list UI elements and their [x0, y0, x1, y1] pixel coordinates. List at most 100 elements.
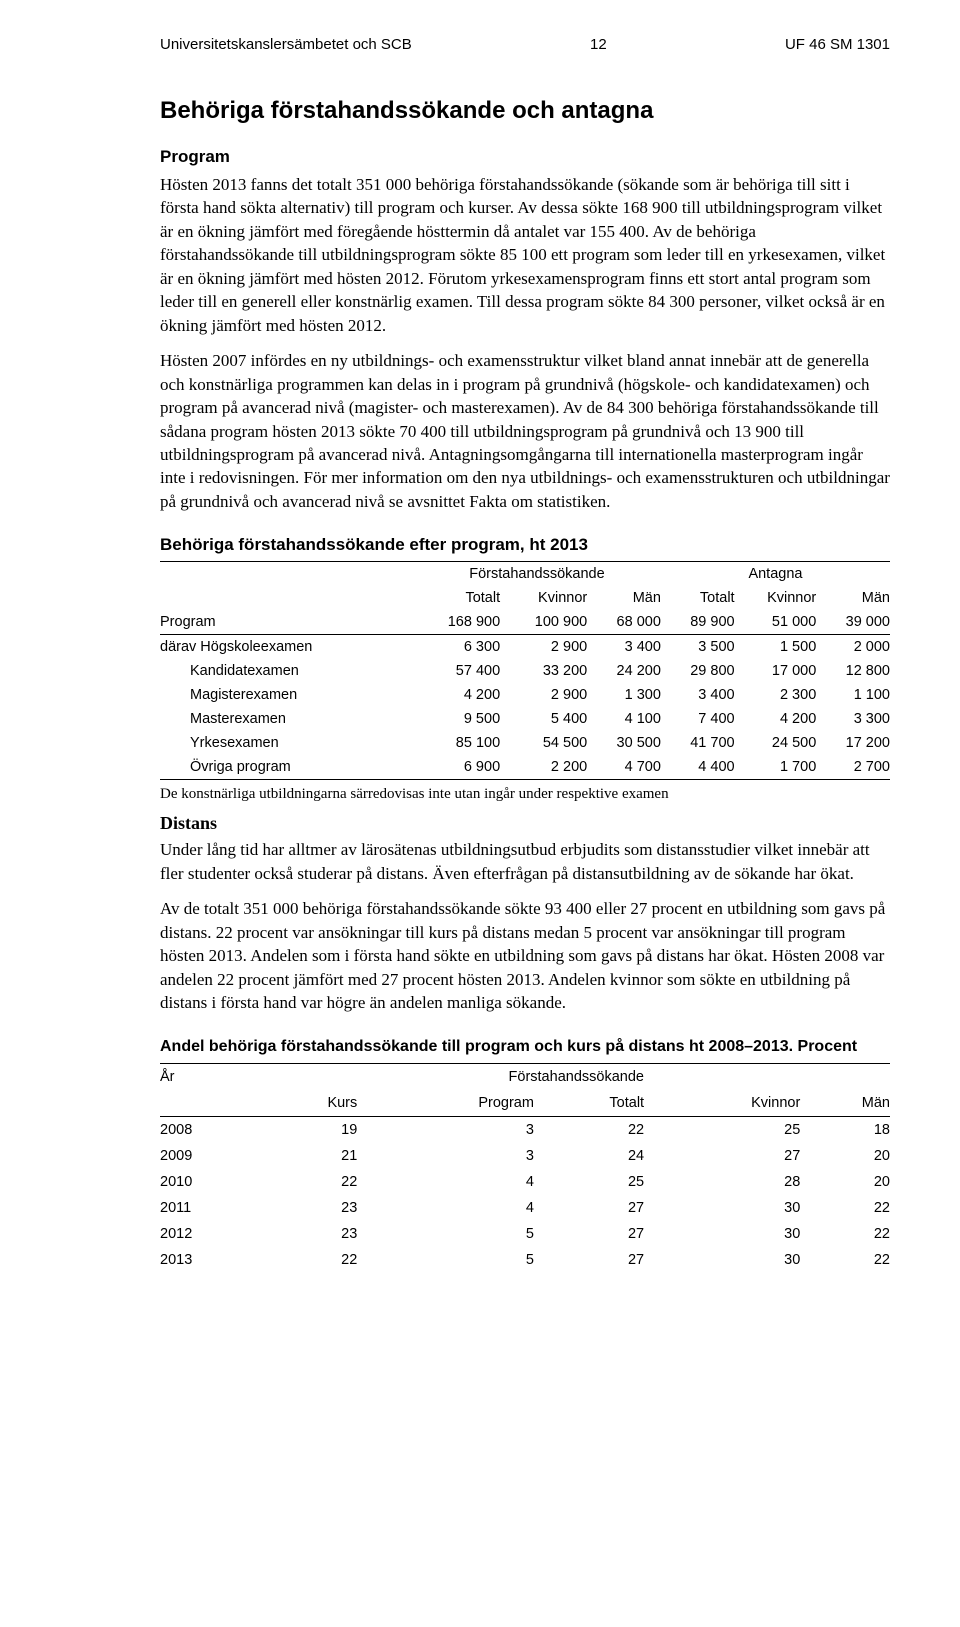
table2-head-left: År [160, 1063, 263, 1090]
table1-cell: 17 000 [735, 659, 817, 683]
table1-cell: 5 400 [500, 707, 587, 731]
table-program: Förstahandssökande Antagna TotaltKvinnor… [160, 561, 890, 780]
table1-cell: 2 900 [500, 635, 587, 660]
table2-cell: 27 [534, 1247, 644, 1273]
table1-cell: Yrkesexamen [160, 731, 413, 755]
table1-cell: 2 300 [735, 683, 817, 707]
table1-cell: 100 900 [500, 610, 587, 635]
table1-cell: 2 200 [500, 755, 587, 780]
table2-cell: 20 [800, 1143, 890, 1169]
table2-cell: 21 [263, 1143, 358, 1169]
table1-cell: 4 200 [735, 707, 817, 731]
table2-cell: 2011 [160, 1195, 263, 1221]
page-title: Behöriga förstahandssökande och antagna [160, 97, 890, 125]
table1-cell: 1 300 [587, 683, 661, 707]
table-row: 2009213242720 [160, 1143, 890, 1169]
section-program: Program [160, 147, 890, 167]
table1-cell: 41 700 [661, 731, 735, 755]
table1-col [160, 586, 413, 610]
table1-cell: 39 000 [816, 610, 890, 635]
table-row: därav Högskoleexamen6 3002 9003 4003 500… [160, 635, 890, 660]
table2-cell: 24 [534, 1143, 644, 1169]
table1-cell: 24 500 [735, 731, 817, 755]
table2-cell: 23 [263, 1221, 358, 1247]
table1-cell: 30 500 [587, 731, 661, 755]
table-row: Yrkesexamen85 10054 50030 50041 70024 50… [160, 731, 890, 755]
table2-col [160, 1090, 263, 1117]
table1-cell: 51 000 [735, 610, 817, 635]
table1-cell: 2 900 [500, 683, 587, 707]
table1-cell: 1 100 [816, 683, 890, 707]
table-row: 2008193222518 [160, 1116, 890, 1143]
table1-note: De konstnärliga utbildningarna särredovi… [160, 786, 890, 803]
table2-cell: 30 [644, 1195, 800, 1221]
table1-cell: 12 800 [816, 659, 890, 683]
table1-cell: 29 800 [661, 659, 735, 683]
table1-group2: Antagna [661, 562, 890, 587]
table1-cell: 24 200 [587, 659, 661, 683]
table1-cell: 1 700 [735, 755, 817, 780]
table-row: 2010224252820 [160, 1169, 890, 1195]
table2-cell: 2012 [160, 1221, 263, 1247]
table-row: 2012235273022 [160, 1221, 890, 1247]
table2-cell: 25 [644, 1116, 800, 1143]
table2-cell: 2010 [160, 1169, 263, 1195]
table1-cell: 33 200 [500, 659, 587, 683]
paragraph-4: Av de totalt 351 000 behöriga förstahand… [160, 897, 890, 1014]
table1-col: Män [587, 586, 661, 610]
table-row: Magisterexamen4 2002 9001 3003 4002 3001… [160, 683, 890, 707]
table2-cell: 22 [800, 1247, 890, 1273]
table2-cell: 22 [263, 1247, 358, 1273]
table1-col: Kvinnor [500, 586, 587, 610]
table1-cell: 85 100 [413, 731, 500, 755]
table1-col: Kvinnor [735, 586, 817, 610]
table1-cell: 1 500 [735, 635, 817, 660]
table2-cell: 19 [263, 1116, 358, 1143]
table2-cell: 3 [357, 1116, 534, 1143]
table2-col: Kurs [263, 1090, 358, 1117]
table1-title: Behöriga förstahandssökande efter progra… [160, 535, 890, 555]
table2-cell: 27 [534, 1195, 644, 1221]
table1-cell: 17 200 [816, 731, 890, 755]
table2-cell: 3 [357, 1143, 534, 1169]
table1-cell: 7 400 [661, 707, 735, 731]
table2-cell: 23 [263, 1195, 358, 1221]
paragraph-3: Under lång tid har alltmer av lärosätena… [160, 838, 890, 885]
table1-cell: 2 700 [816, 755, 890, 780]
table2-col: Program [357, 1090, 534, 1117]
table2-cell: 27 [534, 1221, 644, 1247]
table1-cell: Magisterexamen [160, 683, 413, 707]
section-distans: Distans [160, 813, 890, 834]
table2-cell: 2013 [160, 1247, 263, 1273]
table1-cell: 4 200 [413, 683, 500, 707]
table1-cell: 3 400 [661, 683, 735, 707]
table1-cell: 4 100 [587, 707, 661, 731]
table1-cell: 9 500 [413, 707, 500, 731]
table2-cell: 22 [800, 1195, 890, 1221]
table2-cell: 25 [534, 1169, 644, 1195]
paragraph-2: Hösten 2007 infördes en ny utbildnings- … [160, 349, 890, 513]
running-header: Universitetskanslersämbetet och SCB 12 U… [160, 36, 890, 53]
runhead-center: 12 [590, 36, 607, 53]
table2-cell: 30 [644, 1247, 800, 1273]
table2-cell: 18 [800, 1116, 890, 1143]
runhead-left: Universitetskanslersämbetet och SCB [160, 36, 412, 53]
runhead-right: UF 46 SM 1301 [785, 36, 890, 53]
table2-cell: 5 [357, 1247, 534, 1273]
table1-col: Totalt [413, 586, 500, 610]
table1-cell: Övriga program [160, 755, 413, 780]
table1-cell: 54 500 [500, 731, 587, 755]
table1-cell: 6 300 [413, 635, 500, 660]
table2-cell: 2009 [160, 1143, 263, 1169]
table2-cell: 30 [644, 1221, 800, 1247]
table1-cell: 3 500 [661, 635, 735, 660]
table-row: Masterexamen9 5005 4004 1007 4004 2003 3… [160, 707, 890, 731]
table1-cell: 168 900 [413, 610, 500, 635]
table2-cell: 4 [357, 1195, 534, 1221]
table-row: 2011234273022 [160, 1195, 890, 1221]
table1-cell: 4 400 [661, 755, 735, 780]
table1-cell: 2 000 [816, 635, 890, 660]
table2-cell: 20 [800, 1169, 890, 1195]
table2-head-group: Förstahandssökande [263, 1063, 891, 1090]
table-row: Övriga program6 9002 2004 7004 4001 7002… [160, 755, 890, 780]
